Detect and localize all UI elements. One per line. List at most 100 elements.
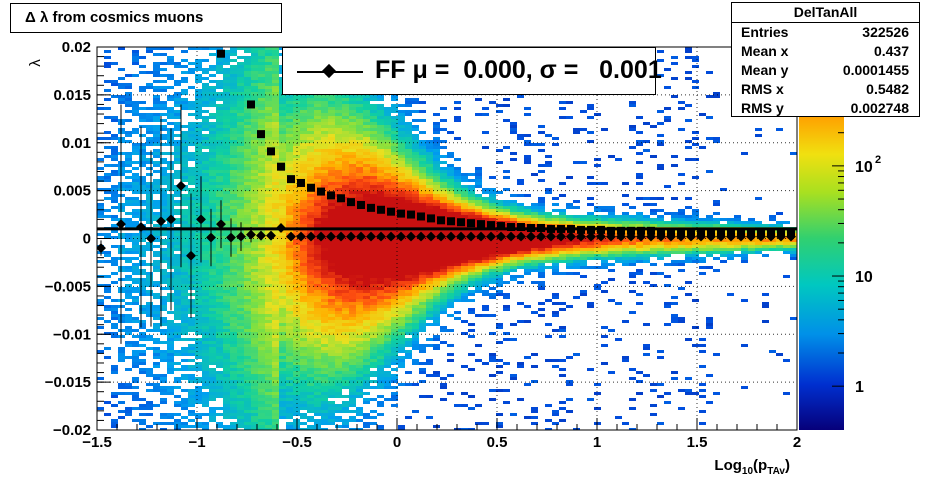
heatmap-cell: [426, 269, 433, 272]
heatmap-cell: [398, 113, 405, 116]
heatmap-cell: [181, 101, 188, 104]
heatmap-cell: [258, 410, 265, 413]
heatmap-cell: [342, 407, 349, 410]
heatmap-cell: [321, 308, 328, 311]
heatmap-cell: [370, 338, 377, 341]
heatmap-cell: [293, 401, 300, 404]
heatmap-cell: [293, 365, 300, 368]
heatmap-cell: [405, 284, 412, 287]
heatmap-cell: [202, 176, 209, 179]
heatmap-cell: [363, 263, 370, 266]
heatmap-cell: [426, 182, 433, 185]
heatmap-cell: [146, 329, 153, 332]
heatmap-cell: [440, 206, 447, 209]
heatmap-cell: [279, 263, 286, 266]
heatmap-cell: [153, 212, 160, 215]
heatmap-cell: [139, 359, 146, 362]
heatmap-cell: [125, 314, 132, 317]
heatmap-cell: [223, 74, 230, 77]
heatmap-cell: [370, 239, 377, 242]
heatmap-cell: [223, 161, 230, 164]
heatmap-cell: [265, 92, 272, 95]
heatmap-cell: [342, 131, 349, 134]
heatmap-cell: [160, 206, 167, 209]
heatmap-cell: [265, 134, 272, 137]
heatmap-cell: [195, 260, 202, 263]
heatmap-cell: [153, 104, 160, 107]
heatmap-cell: [300, 407, 307, 410]
heatmap-cell: [321, 314, 328, 317]
heatmap-cell: [349, 179, 356, 182]
heatmap-cell: [279, 119, 286, 122]
heatmap-cell: [342, 278, 349, 281]
heatmap-cell: [160, 203, 167, 206]
heatmap-cell: [181, 59, 188, 62]
heatmap-cell: [174, 422, 181, 425]
heatmap-cell: [104, 401, 111, 404]
heatmap-cell: [237, 128, 244, 131]
heatmap-cell: [307, 209, 314, 212]
heatmap-cell: [258, 113, 265, 116]
heatmap-cell: [314, 209, 321, 212]
heatmap-cell: [279, 302, 286, 305]
heatmap-cell: [188, 131, 195, 134]
heatmap-cell: [286, 386, 293, 389]
heatmap-cell: [370, 329, 377, 332]
heatmap-cell: [258, 395, 265, 398]
heatmap-cell: [307, 203, 314, 206]
heatmap-cell: [384, 380, 391, 383]
heatmap-cell: [153, 203, 160, 206]
heatmap-cell: [384, 350, 391, 353]
heatmap-cell: [272, 416, 279, 419]
heatmap-cell: [412, 200, 419, 203]
heatmap-cell: [125, 101, 132, 104]
heatmap-cell: [209, 299, 216, 302]
heatmap-cell: [363, 107, 370, 110]
heatmap-cell: [195, 251, 202, 254]
heatmap-cell: [265, 86, 272, 89]
heatmap-cell: [251, 182, 258, 185]
heatmap-cell: [307, 131, 314, 134]
heatmap-cell: [398, 167, 405, 170]
heatmap-cell: [286, 221, 293, 224]
heatmap-cell: [160, 332, 167, 335]
heatmap-cell: [419, 368, 426, 371]
heatmap-cell: [300, 140, 307, 143]
heatmap-cell: [216, 386, 223, 389]
heatmap-cell: [349, 389, 356, 392]
heatmap-cell: [286, 353, 293, 356]
heatmap-cell: [314, 281, 321, 284]
heatmap-cell: [125, 131, 132, 134]
heatmap-cell: [258, 332, 265, 335]
heatmap-cell: [391, 257, 398, 260]
heatmap-cell: [370, 224, 377, 227]
heatmap-cell: [349, 218, 356, 221]
heatmap-cell: [349, 161, 356, 164]
heatmap-cell: [230, 71, 237, 74]
heatmap-cell: [153, 251, 160, 254]
heatmap-cell: [195, 245, 202, 248]
heatmap-cell: [195, 128, 202, 131]
heatmap-cell: [391, 215, 398, 218]
heatmap-cell: [216, 62, 223, 65]
heatmap-cell: [265, 356, 272, 359]
heatmap-cell: [356, 158, 363, 161]
heatmap-cell: [356, 296, 363, 299]
heatmap-cell: [265, 203, 272, 206]
heatmap-cell: [384, 284, 391, 287]
heatmap-cell: [125, 410, 132, 413]
heatmap-cell: [286, 287, 293, 290]
heatmap-cell: [202, 140, 209, 143]
heatmap-cell: [440, 167, 447, 170]
heatmap-cell: [111, 371, 118, 374]
heatmap-cell: [356, 377, 363, 380]
heatmap-cell: [307, 191, 314, 194]
heatmap-cell: [293, 176, 300, 179]
heatmap-cell: [230, 275, 237, 278]
heatmap-cell: [398, 104, 405, 107]
heatmap-cell: [307, 215, 314, 218]
heatmap-cell: [258, 386, 265, 389]
heatmap-cell: [195, 191, 202, 194]
heatmap-cell: [440, 176, 447, 179]
heatmap-cell: [321, 107, 328, 110]
